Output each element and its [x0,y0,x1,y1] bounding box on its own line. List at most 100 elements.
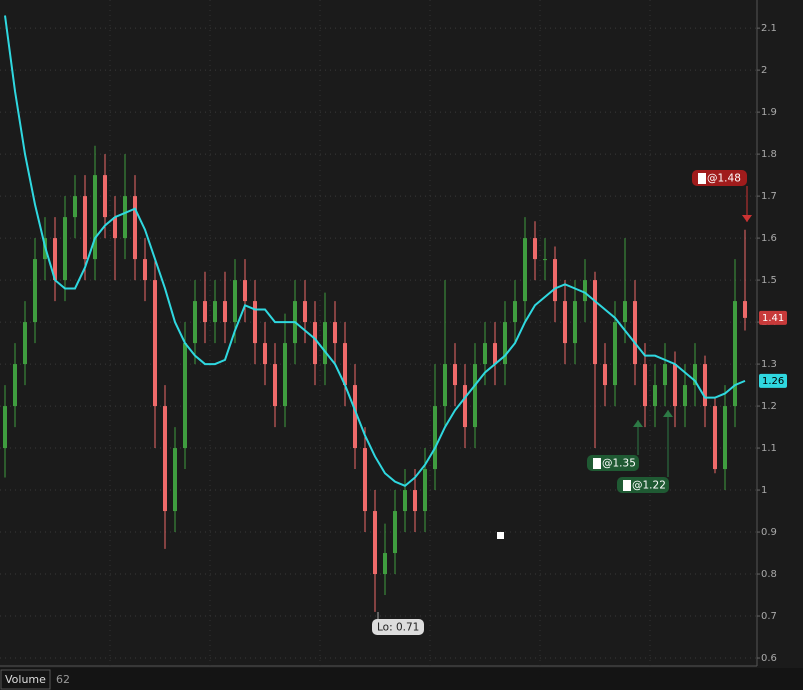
ma-price-tag: 1.26 [762,376,784,387]
candle-body [483,343,487,365]
candle-body [473,364,477,428]
candle-body [83,196,87,260]
marker [497,532,504,539]
volume-bar [0,668,803,690]
candle-body [633,301,637,365]
candle-body [103,175,107,218]
candle-body [583,280,587,302]
candle-body [263,343,267,365]
candle-body [53,238,57,281]
candle-body [513,301,517,323]
candle-body [413,490,417,512]
candle-body [403,490,407,512]
volume-label: Volume [5,673,46,686]
candle-body [303,301,307,323]
annotation: @1.35 [602,458,636,470]
candle-body [733,301,737,407]
candle-body [333,322,337,344]
annotation: Lo: 0.71 [377,622,419,634]
annotation: @1.22 [632,480,666,492]
candle-body [673,364,677,407]
candle-body [493,343,497,365]
y-tick-label: 2 [761,65,767,76]
candle-body [373,511,377,575]
candle-body [723,406,727,470]
candle-body [523,238,527,302]
annotation-icon [623,480,631,491]
volume-box [0,669,51,690]
candle-body [553,259,557,302]
y-tick-label: 1.3 [761,359,777,370]
candle-body [313,322,317,365]
candle-body [253,301,257,344]
candle-body [113,217,117,239]
candle-body [23,322,27,365]
candle-body [173,448,177,512]
candle-body [153,280,157,407]
candle-body [363,448,367,512]
annotation-icon [593,458,601,469]
last-price-tag-bg [759,310,787,325]
candle-body [703,364,707,407]
annotation-icon [698,173,706,184]
candle-body [233,280,237,323]
y-tick-label: 1.5 [761,275,777,286]
candle-body [603,364,607,386]
annotation-arrowhead [633,420,643,427]
candle-body [93,175,97,260]
volume-value: 62 [56,673,70,686]
candle-body [653,385,657,407]
candle-body [343,343,347,386]
y-tick-label: 1.2 [761,401,777,412]
candle-body [123,196,127,239]
y-tick-label: 1.7 [761,191,777,202]
candle-body [563,301,567,344]
candle-body [323,322,327,365]
candle-body [143,259,147,281]
y-tick-label: 1.9 [761,107,777,118]
ma-price-tag-bg [759,373,787,388]
candle-body [383,553,387,575]
candle-body [423,469,427,512]
candle-body [223,301,227,323]
y-tick-label: 0.9 [761,527,777,538]
candle-body [693,364,697,386]
annotation-bg [372,619,424,635]
y-tick-label: 0.6 [761,653,777,664]
candle-body [213,301,217,323]
candle-body [183,343,187,449]
moving-average-line [4,15,746,488]
y-tick-label: 1.8 [761,149,777,160]
candle-body [613,322,617,386]
y-tick-label: 2.1 [761,23,777,34]
candle-body [533,238,537,260]
candle-body [643,364,647,407]
y-tick-label: 0.7 [761,611,777,622]
y-tick-label: 1.6 [761,233,777,244]
candle-body [33,259,37,323]
candle-body [73,196,77,218]
candle-body [133,196,137,260]
candle-body [193,301,197,344]
candle-body [3,406,7,449]
candle-body [463,385,467,428]
last-price-tag: 1.41 [762,313,784,324]
candle-body [443,364,447,407]
candle-body [663,364,667,386]
candle-body [393,511,397,554]
candle-body [713,406,717,470]
candle-body [163,406,167,512]
candle-body [573,301,577,344]
candle-body [353,385,357,449]
annotation: @1.48 [707,173,741,185]
candle-body [283,343,287,407]
annotation-arrowhead [742,215,752,222]
candle-body [273,364,277,407]
candle-body [453,364,457,386]
y-tick-label: 1 [761,485,767,496]
candle-body [433,406,437,470]
candle-body [503,322,507,365]
candle-body [243,280,247,302]
